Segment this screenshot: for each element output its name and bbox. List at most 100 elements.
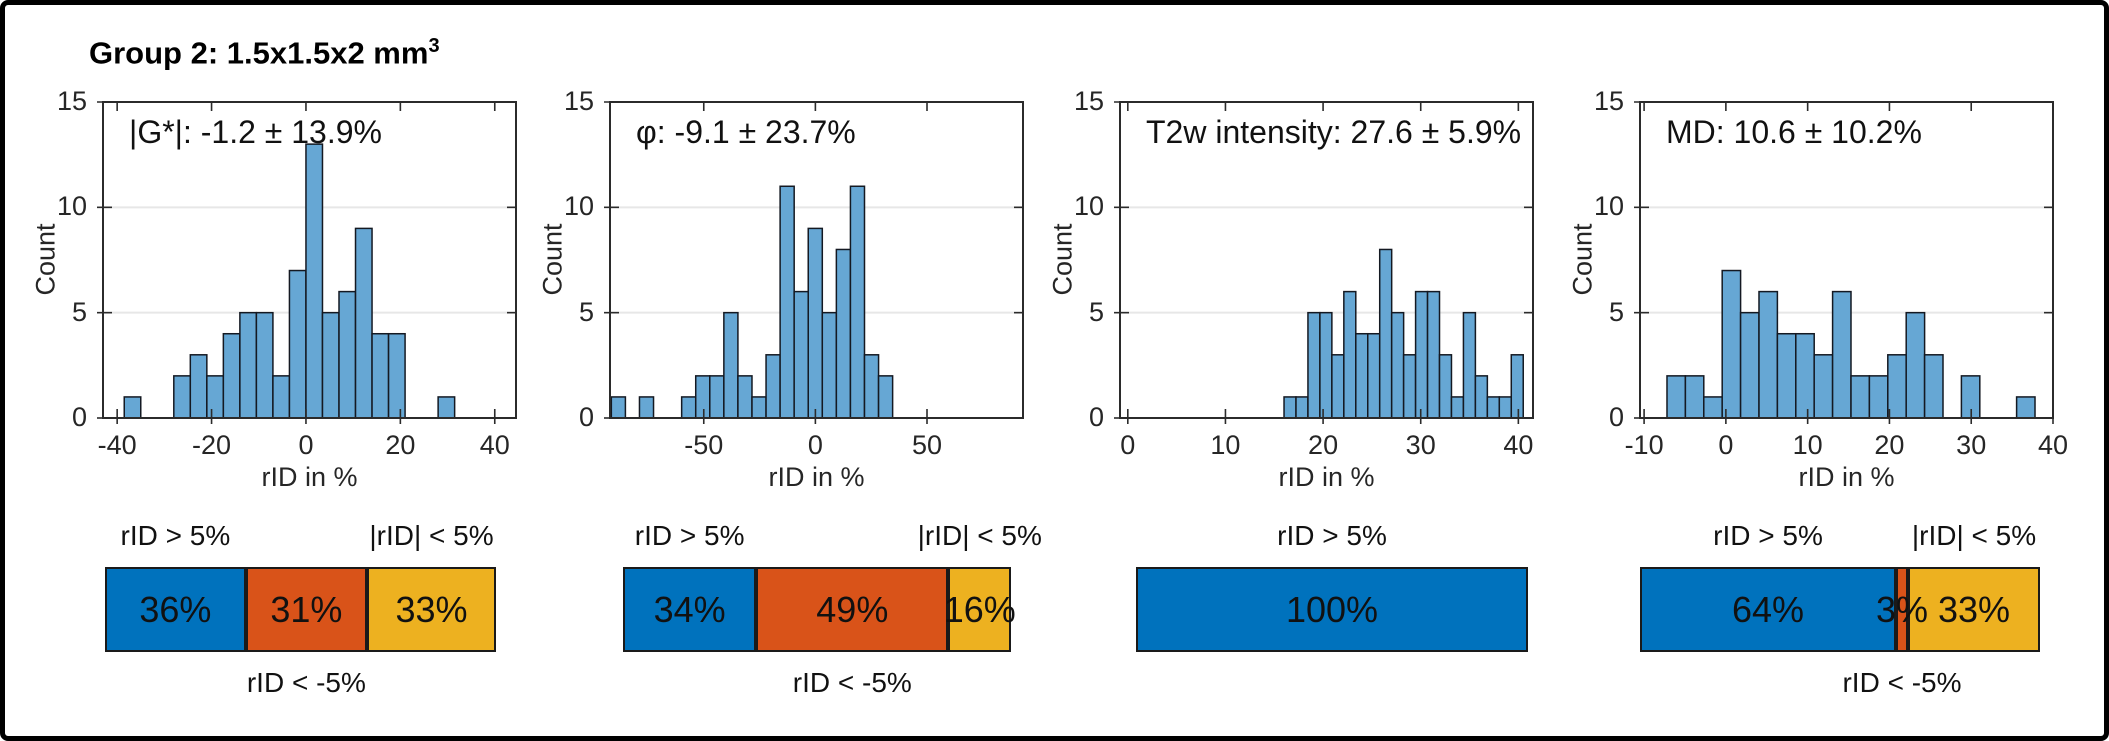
x-tick-label: 20: [1874, 430, 1905, 460]
hist-bar: [1402, 354, 1417, 419]
hist-bar: [272, 375, 291, 419]
hist-bar: [1331, 354, 1345, 419]
x-tick-label: 0: [298, 430, 314, 460]
hist-bar: [807, 227, 824, 419]
hist-bar: [1905, 311, 1926, 419]
x-tick-label: 40: [1503, 430, 1534, 460]
x-tick-label: 10: [1792, 430, 1823, 460]
hist-bar: [849, 185, 866, 419]
bar-label-top-center: rID > 5%: [1277, 520, 1387, 551]
y-axis-label: Count: [537, 223, 568, 296]
hist-bar: [680, 396, 697, 419]
hist-bar: [1438, 354, 1453, 419]
x-tick-label: 50: [911, 430, 943, 460]
stacked-bar: 100%: [1136, 567, 1528, 652]
hist-bar: [1758, 290, 1779, 419]
bar-label-top-right: |rID| < 5%: [1911, 520, 2037, 551]
bar-segment-orange: [1896, 567, 1908, 652]
y-axis-label: Count: [30, 223, 61, 296]
y-tick-label: 0: [1608, 402, 1624, 432]
y-tick-label: 10: [563, 191, 594, 222]
segment-percent-label: 34%: [653, 589, 726, 630]
hist-bar: [1739, 311, 1760, 419]
hist-bar: [737, 375, 753, 419]
segment-percent-label: 31%: [270, 589, 343, 630]
hist-bar: [1721, 269, 1742, 419]
hist-bar: [288, 269, 307, 419]
hist-bar: [863, 354, 880, 419]
stacked-bar: 64% 3% 33%: [1640, 567, 2040, 652]
segment-percent-label: 33%: [1937, 589, 2011, 630]
hist-bar: [793, 290, 809, 419]
hist-bar: [305, 143, 324, 419]
bar-label-bottom: rID < -5%: [1842, 667, 1962, 698]
hist-bar: [255, 311, 274, 419]
bar-label-top-left: rID > 5%: [120, 520, 231, 551]
hist-bar: [1684, 375, 1705, 419]
hist-bar: [2015, 396, 2036, 419]
bar-segment-yellow: [948, 567, 1012, 652]
x-tick-label: 10: [1210, 430, 1241, 460]
hist-bar: [321, 311, 340, 419]
hist-bar: [338, 290, 357, 419]
hist-bar: [1813, 354, 1834, 419]
hist-bar: [189, 354, 208, 419]
bar-label-top-left: rID > 5%: [634, 520, 745, 551]
hist-bar: [437, 396, 456, 419]
x-axis-label: rID in %: [768, 462, 865, 492]
hist-bar: [877, 375, 894, 419]
y-tick-label: 0: [578, 402, 594, 432]
stacked-bar: 34% 49% 16%: [623, 567, 1016, 652]
panel-annotation: T2w intensity: 27.6 ± 5.9%: [1146, 114, 1522, 150]
bar-segment-blue: [1640, 567, 1896, 652]
hist-bar: [123, 396, 142, 419]
hist-bar: [354, 227, 373, 419]
hist-bar: [751, 396, 767, 419]
y-tick-label: 15: [1593, 86, 1624, 116]
bar-label-top-left: rID > 5%: [1713, 520, 1823, 551]
hist-bar: [173, 375, 192, 419]
hist-bar: [239, 311, 258, 419]
hist-bar: [1703, 396, 1723, 419]
figure-title: Group 2: 1.5x1.5x2 mm3: [89, 35, 440, 71]
hist-bar: [723, 311, 739, 419]
x-tick-label: 20: [1308, 430, 1339, 460]
axes-box: [102, 101, 517, 419]
hist-bar: [371, 332, 390, 419]
segment-percent-label: 16%: [943, 589, 1016, 630]
hist-bar: [387, 332, 406, 419]
hist-bar: [638, 396, 655, 419]
hist-bar: [1450, 396, 1465, 419]
y-tick-label: 5: [71, 296, 87, 327]
bar-segment-blue: [1136, 567, 1528, 652]
y-tick-label: 15: [563, 86, 594, 116]
x-tick-label: 20: [385, 430, 416, 460]
panel-annotation: |G*|: -1.2 ± 13.9%: [129, 114, 382, 150]
axes-box: [1119, 101, 1534, 419]
bar-label-top-right: |rID| < 5%: [369, 520, 494, 551]
bar-segment-blue: [105, 567, 246, 652]
bar-segment-blue: [623, 567, 757, 652]
axes-box: [609, 101, 1024, 419]
y-tick-label: 5: [578, 296, 594, 327]
bar-label-bottom: rID < -5%: [792, 667, 912, 698]
hist-bar: [1666, 375, 1687, 419]
hist-bar: [709, 375, 725, 419]
hist-bar: [206, 375, 225, 419]
y-axis-label: Count: [1047, 223, 1078, 296]
histogram-svg: [604, 101, 1024, 424]
hist-bar: [835, 248, 852, 419]
x-tick-label: 40: [2037, 430, 2069, 460]
panel-annotation: MD: 10.6 ± 10.2%: [1666, 114, 1922, 150]
x-tick-label: 0: [1120, 430, 1136, 460]
y-tick-label: 10: [56, 191, 87, 222]
segment-percent-label: 49%: [816, 589, 889, 630]
panel-annotation: φ: -9.1 ± 23.7%: [636, 114, 856, 150]
hist-bar: [1307, 311, 1321, 419]
hist-bar: [610, 396, 627, 419]
x-tick-label: 0: [807, 430, 823, 460]
hist-bar: [821, 311, 838, 419]
y-axis-label: Count: [1567, 223, 1598, 296]
y-tick-label: 15: [56, 86, 87, 116]
y-tick-label: 10: [1073, 191, 1104, 222]
